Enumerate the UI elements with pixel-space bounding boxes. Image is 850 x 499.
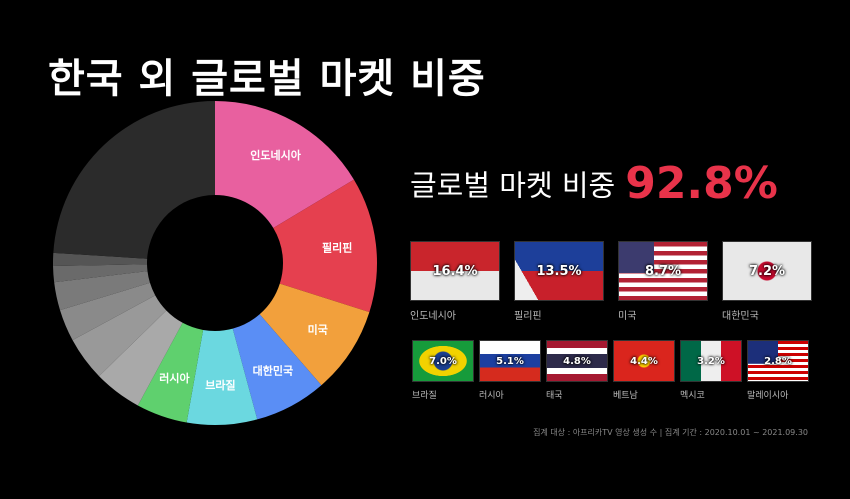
country-card: 3.2% 멕시코 (680, 340, 742, 401)
country-name: 멕시코 (680, 391, 705, 401)
country-name: 미국 (618, 311, 637, 322)
headline: 글로벌 마켓 비중 92.8% (410, 158, 778, 209)
donut-slice (53, 252, 148, 267)
slice-label: 대한민국 (253, 364, 293, 378)
donut-slice (232, 314, 322, 420)
footnote: 집계 대상 : 아프리카TV 영상 생성 수 | 집계 기간 : 2020.10… (533, 428, 808, 437)
flag: 5.1% (479, 340, 541, 382)
flag: 4.8% (546, 340, 608, 382)
share-label: 7.0% (429, 355, 457, 367)
share-label: 2.8% (764, 355, 792, 367)
country-card: 8.7% 미국 (618, 241, 708, 322)
flag: 16.4% (410, 241, 500, 301)
country-name: 인도네시아 (410, 311, 456, 322)
flag: 7.0% (412, 340, 474, 382)
donut-slice (54, 271, 150, 311)
flag: 7.2% (722, 241, 812, 301)
total: 92.8% (625, 158, 778, 209)
flag: 8.7% (618, 241, 708, 301)
country-name: 베트남 (613, 391, 638, 401)
subtitle: 글로벌 마켓 비중 (410, 168, 616, 203)
country-card: 4.4% 베트남 (613, 340, 675, 401)
flag: 13.5% (514, 241, 604, 301)
country-card: 7.2% 대한민국 (722, 241, 812, 322)
share-label: 5.1% (496, 355, 524, 367)
share-label: 8.7% (644, 263, 682, 279)
share-label: 4.8% (563, 355, 591, 367)
flag: 4.4% (613, 340, 675, 382)
donut-slice (72, 295, 167, 377)
donut-slice (99, 310, 183, 406)
donut-slice (60, 282, 156, 341)
country-name: 브라질 (412, 391, 437, 401)
country-card: 16.4% 인도네시아 (410, 241, 500, 322)
flag: 2.8% (747, 340, 809, 382)
country-name: 필리핀 (514, 311, 542, 322)
slice-label: 러시아 (159, 371, 190, 385)
donut-slice (273, 179, 377, 313)
title: 한국 외 글로벌 마켓 비중 (48, 56, 486, 102)
slice-label: 인도네시아 (250, 148, 301, 162)
donut-slice (53, 264, 148, 283)
share-label: 13.5% (536, 263, 582, 279)
country-name: 말레이시아 (747, 391, 789, 401)
donut-slice (137, 322, 204, 423)
donut-slice (186, 328, 258, 425)
share-label: 4.4% (630, 355, 658, 367)
country-name: 러시아 (479, 391, 504, 401)
slice-label: 미국 (308, 323, 328, 337)
country-card: 4.8% 태국 (546, 340, 608, 401)
flag: 3.2% (680, 340, 742, 382)
donut-slice (215, 101, 354, 229)
country-card: 13.5% 필리핀 (514, 241, 604, 322)
donut-slice (259, 283, 370, 386)
country-name: 태국 (546, 391, 563, 401)
donut-slice (53, 101, 215, 259)
country-card: 5.1% 러시아 (479, 340, 541, 401)
slice-label: 필리핀 (322, 241, 352, 255)
share-label: 7.2% (748, 263, 786, 279)
share-label: 16.4% (432, 263, 478, 279)
share-label: 3.2% (697, 355, 725, 367)
country-card: 7.0% 브라질 (412, 340, 474, 401)
country-name: 대한민국 (722, 311, 759, 322)
slice-label: 브라질 (205, 378, 235, 392)
country-card: 2.8% 말레이시아 (747, 340, 809, 401)
